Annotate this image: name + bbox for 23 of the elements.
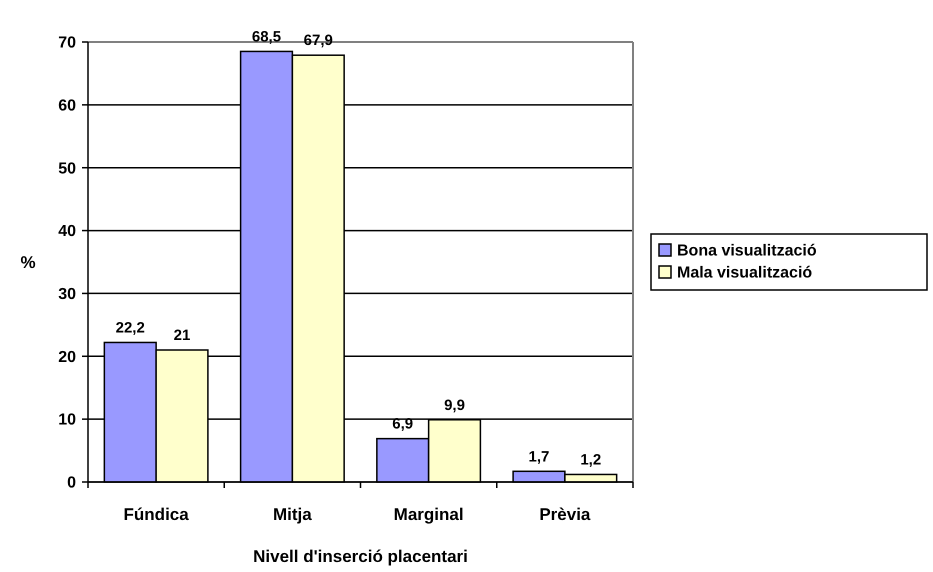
x-axis-title: Nivell d'inserció placentari bbox=[253, 547, 468, 566]
legend-label: Mala visualització bbox=[677, 264, 812, 282]
y-tick-label: 20 bbox=[58, 348, 76, 366]
y-tick-label: 60 bbox=[58, 97, 76, 114]
y-tick-label: 30 bbox=[58, 286, 76, 304]
x-tick-label: Mitja bbox=[273, 505, 312, 524]
y-tick-label: 70 bbox=[58, 34, 76, 52]
y-tick-label: 10 bbox=[58, 412, 76, 429]
legend-label: Bona visualització bbox=[677, 242, 817, 260]
data-label: 9,9 bbox=[444, 396, 465, 414]
y-tick-label: 40 bbox=[58, 223, 76, 240]
data-label: 22,2 bbox=[116, 319, 145, 336]
y-axis-title: % bbox=[20, 252, 36, 272]
data-label: 21 bbox=[174, 327, 190, 344]
x-tick-label: Prèvia bbox=[539, 505, 591, 524]
y-tick-label: 0 bbox=[67, 474, 76, 492]
x-tick-label: Fúndica bbox=[124, 505, 190, 524]
data-label: 1,2 bbox=[580, 451, 602, 468]
data-label: 68,5 bbox=[252, 28, 282, 46]
data-label: 67,9 bbox=[304, 32, 333, 50]
x-tick-label: Marginal bbox=[394, 505, 464, 524]
data-label: 1,7 bbox=[528, 448, 550, 466]
y-tick-label: 50 bbox=[58, 160, 76, 178]
